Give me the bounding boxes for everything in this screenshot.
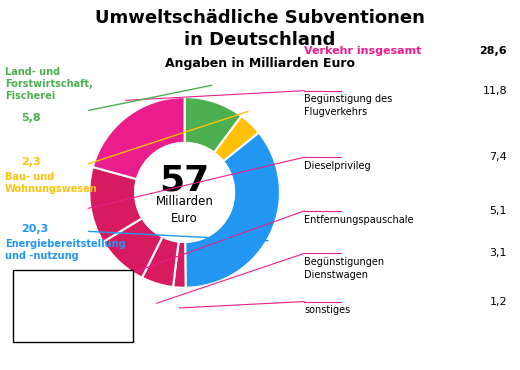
Wedge shape — [185, 97, 241, 152]
Text: sonstiges: sonstiges — [304, 305, 350, 315]
Text: Dieselprivileg: Dieselprivileg — [304, 161, 371, 171]
Wedge shape — [93, 97, 185, 179]
Text: 57: 57 — [160, 163, 210, 197]
FancyBboxPatch shape — [13, 270, 133, 342]
Text: 7,4: 7,4 — [489, 152, 507, 162]
Text: 5,1: 5,1 — [489, 206, 507, 216]
Text: Milliarden
Euro: Milliarden Euro — [155, 195, 214, 225]
Wedge shape — [142, 237, 178, 287]
Text: 28,6: 28,6 — [479, 46, 507, 56]
Text: 3,1: 3,1 — [489, 248, 507, 259]
Wedge shape — [185, 132, 280, 288]
Text: 1,2: 1,2 — [489, 296, 507, 307]
Text: Umweltschädliche Subventionen: Umweltschädliche Subventionen — [95, 9, 425, 27]
Text: 2,3: 2,3 — [21, 157, 41, 167]
Text: Angaben in Milliarden Euro: Angaben in Milliarden Euro — [165, 57, 355, 70]
Text: Begünstigungen
Dienstwagen: Begünstigungen Dienstwagen — [304, 257, 384, 280]
Text: Energiebereitstellung
und -nutzung: Energiebereitstellung und -nutzung — [5, 239, 126, 261]
Text: 5,8: 5,8 — [21, 113, 41, 123]
Text: Quelle:
Umweltbundesamt
2017: Quelle: Umweltbundesamt 2017 — [23, 276, 116, 314]
Text: Bau- und
Wohnungswesen: Bau- und Wohnungswesen — [5, 172, 98, 195]
Text: Land- und
Forstwirtschaft,
Fischerei: Land- und Forstwirtschaft, Fischerei — [5, 67, 93, 101]
Wedge shape — [89, 167, 142, 242]
Wedge shape — [214, 116, 259, 161]
Text: Begünstigung des
Flugverkehrs: Begünstigung des Flugverkehrs — [304, 94, 393, 117]
Wedge shape — [173, 242, 186, 288]
Circle shape — [135, 143, 234, 242]
Text: 11,8: 11,8 — [483, 85, 507, 96]
Text: in Deutschland: in Deutschland — [184, 31, 336, 50]
Text: Entfernungspauschale: Entfernungspauschale — [304, 215, 414, 225]
Text: Verkehr insgesamt: Verkehr insgesamt — [304, 46, 422, 56]
Wedge shape — [103, 218, 162, 278]
Text: 20,3: 20,3 — [21, 224, 48, 234]
